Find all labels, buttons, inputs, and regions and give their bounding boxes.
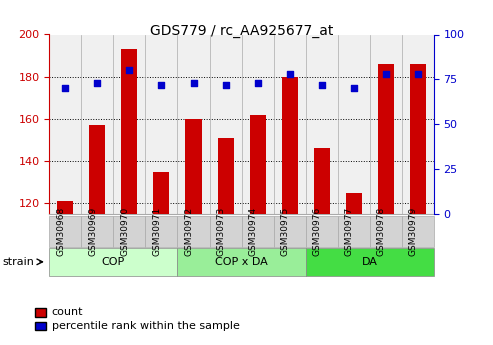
Text: GSM30972: GSM30972 bbox=[184, 207, 193, 256]
Point bbox=[253, 80, 261, 86]
Point bbox=[350, 86, 357, 91]
Bar bbox=[378, 64, 394, 214]
Text: GSM30974: GSM30974 bbox=[248, 207, 257, 256]
Point bbox=[157, 82, 165, 88]
Point bbox=[286, 71, 294, 77]
Text: GSM30971: GSM30971 bbox=[152, 207, 162, 256]
Point bbox=[382, 71, 389, 77]
Bar bbox=[121, 49, 138, 214]
Point bbox=[189, 80, 197, 86]
Bar bbox=[282, 77, 298, 214]
Point bbox=[414, 71, 422, 77]
Text: GSM30975: GSM30975 bbox=[281, 207, 290, 256]
Bar bbox=[57, 201, 73, 214]
Text: strain: strain bbox=[2, 257, 35, 267]
Text: GSM30976: GSM30976 bbox=[313, 207, 322, 256]
Text: GSM30968: GSM30968 bbox=[56, 207, 65, 256]
Text: percentile rank within the sample: percentile rank within the sample bbox=[52, 321, 240, 331]
Point bbox=[221, 82, 229, 88]
Text: GSM30973: GSM30973 bbox=[216, 207, 226, 256]
Point bbox=[61, 86, 69, 91]
Point bbox=[94, 80, 102, 86]
Text: GSM30977: GSM30977 bbox=[345, 207, 353, 256]
Text: GSM30979: GSM30979 bbox=[409, 207, 418, 256]
Bar bbox=[249, 115, 266, 214]
Text: GSM30978: GSM30978 bbox=[377, 207, 386, 256]
Bar bbox=[346, 193, 362, 214]
Bar bbox=[185, 119, 202, 214]
Text: GSM30969: GSM30969 bbox=[88, 207, 98, 256]
Point bbox=[317, 82, 325, 88]
Bar bbox=[89, 125, 106, 214]
Bar bbox=[217, 138, 234, 214]
Bar bbox=[410, 64, 426, 214]
Text: COP x DA: COP x DA bbox=[215, 257, 268, 267]
Bar bbox=[314, 148, 330, 214]
Text: DA: DA bbox=[362, 257, 378, 267]
Text: count: count bbox=[52, 307, 83, 317]
Text: GDS779 / rc_AA925677_at: GDS779 / rc_AA925677_at bbox=[150, 24, 333, 38]
Text: GSM30970: GSM30970 bbox=[120, 207, 129, 256]
Text: COP: COP bbox=[102, 257, 125, 267]
Point bbox=[125, 68, 133, 73]
Bar bbox=[153, 172, 170, 214]
